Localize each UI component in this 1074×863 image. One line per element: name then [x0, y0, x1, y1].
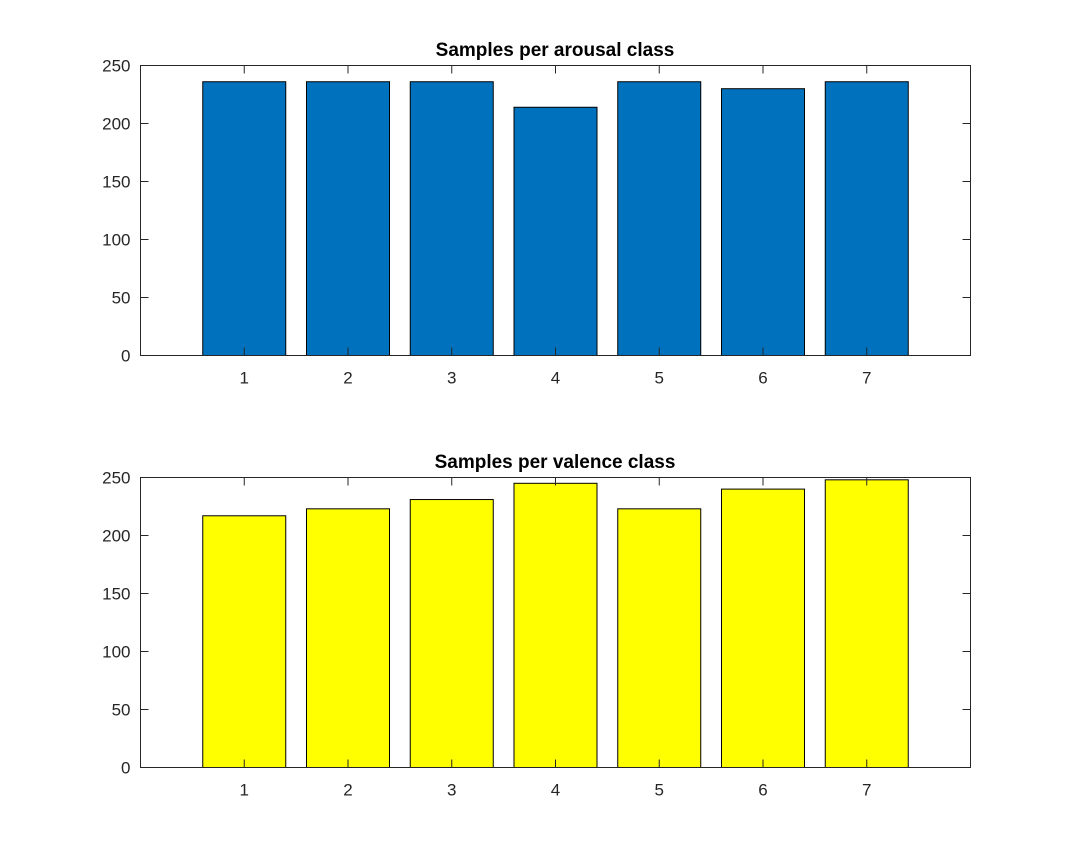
bar: [617, 508, 702, 768]
y-tick-label: 0: [121, 347, 130, 366]
bars-group: [202, 479, 909, 769]
axes-frame: [140, 477, 971, 768]
bar: [721, 488, 805, 768]
chart-arousal: Samples per arousal class 1 2 3 4 5 6 70501001…: [102, 40, 971, 388]
x-tick-label: 1: [240, 369, 249, 388]
chart-title: Samples per arousal class: [436, 40, 675, 61]
x-tick-label: 2: [343, 781, 352, 800]
chart-valence: Samples per valence class 1 2 3 4 5 6 7 0 50 100 1…: [102, 452, 971, 800]
axes-frame: [140, 65, 971, 356]
bar: [202, 81, 287, 357]
y-tick-label: 200: [102, 527, 130, 546]
y-tick-label: 200: [102, 115, 130, 134]
y-tick-label: 100: [102, 643, 130, 662]
bar: [721, 88, 805, 356]
bar: [202, 515, 287, 769]
x-tick-label: 3: [447, 781, 456, 800]
y-tick-label: 0: [121, 759, 130, 778]
bar: [306, 81, 390, 357]
y-tick-label: 250: [102, 57, 130, 76]
bar: [513, 482, 598, 768]
x-tick-label: 5: [655, 781, 664, 800]
bar: [409, 499, 494, 768]
x-tick-label: 6: [758, 781, 767, 800]
y-tick-label: 50: [112, 289, 131, 308]
x-tick-label: 5: [655, 369, 664, 388]
x-tick-label: 7: [862, 781, 871, 800]
bar: [824, 81, 909, 357]
bar: [306, 508, 390, 768]
chart-title: Samples per valence class: [435, 452, 676, 473]
x-tick-label: 7: [862, 369, 871, 388]
bar: [513, 106, 598, 357]
bars-group: [202, 81, 909, 357]
bar: [824, 479, 909, 768]
x-tick-label: 4: [551, 369, 560, 388]
y-tick-label: 50: [112, 701, 131, 720]
y-tick-label: 150: [102, 173, 130, 192]
x-tick-label: 2: [343, 369, 352, 388]
y-tick-label: 250: [102, 469, 130, 488]
y-tick-label: 100: [102, 231, 130, 250]
bar: [617, 81, 702, 357]
x-tick-label: 4: [551, 781, 560, 800]
ticks-group: 1 2 3 4 5 6 7 0 50 100 150 200 250: [102, 57, 971, 388]
bar: [409, 81, 494, 357]
x-tick-label: 1: [240, 781, 249, 800]
x-tick-label: 6: [758, 369, 767, 388]
x-tick-label: 3: [447, 369, 456, 388]
y-tick-label: 150: [102, 585, 130, 604]
